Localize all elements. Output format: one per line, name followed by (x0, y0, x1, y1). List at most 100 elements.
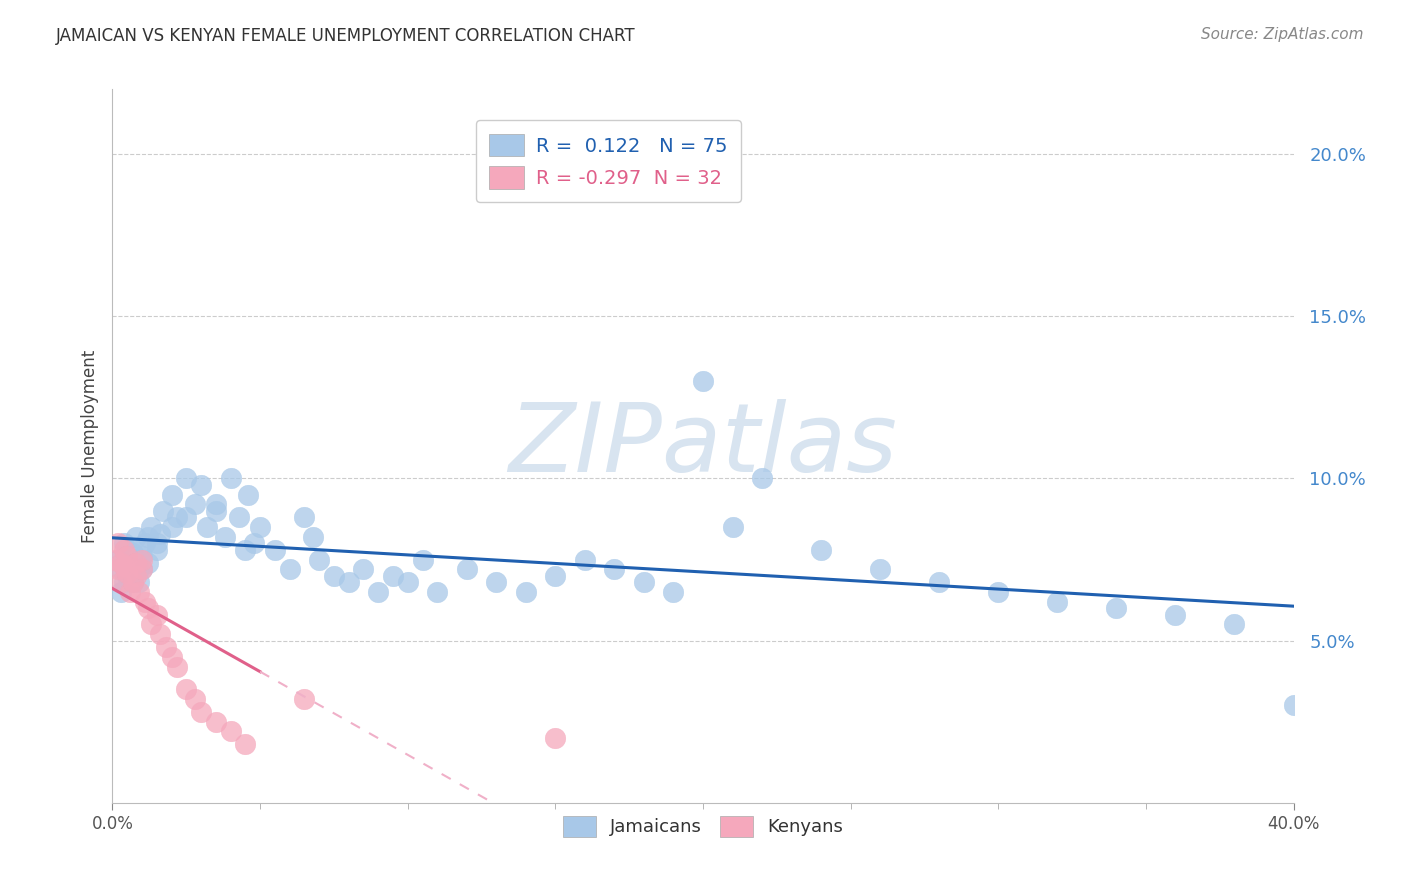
Point (146, 542, 169, 557)
Point (149, 526, 172, 541)
Point (174, 510, 197, 524)
Point (323, 568, 346, 582)
Point (174, 682, 197, 697)
Point (869, 562, 891, 576)
Point (205, 504, 228, 518)
Point (134, 595, 156, 609)
Point (544, 568, 567, 582)
Point (721, 520, 744, 534)
Text: JAMAICAN VS KENYAN FEMALE UNEMPLOYMENT CORRELATION CHART: JAMAICAN VS KENYAN FEMALE UNEMPLOYMENT C… (56, 27, 636, 45)
Point (128, 585, 150, 599)
Point (249, 520, 271, 534)
Point (278, 562, 301, 576)
Point (122, 546, 145, 560)
Point (120, 559, 142, 574)
Point (136, 530, 159, 544)
Point (117, 566, 138, 580)
Point (125, 556, 148, 570)
Point (166, 659, 188, 673)
Point (110, 556, 132, 570)
Point (243, 536, 266, 550)
Text: ZIPatlas: ZIPatlas (509, 400, 897, 492)
Point (190, 705, 212, 719)
Point (292, 510, 315, 524)
Point (987, 585, 1010, 599)
Point (292, 692, 315, 706)
Point (751, 471, 773, 485)
Point (166, 510, 188, 524)
Point (228, 510, 250, 524)
Point (264, 542, 287, 557)
Point (110, 575, 132, 590)
Point (214, 530, 236, 544)
Point (110, 585, 132, 599)
Point (160, 488, 183, 502)
Point (382, 568, 405, 582)
Point (112, 542, 135, 557)
Point (219, 471, 242, 485)
Point (219, 724, 242, 739)
Point (603, 562, 626, 576)
Point (125, 568, 148, 582)
Point (128, 575, 150, 590)
Point (122, 575, 145, 590)
Point (107, 562, 129, 576)
Point (367, 585, 389, 599)
Point (128, 562, 150, 576)
Point (104, 552, 127, 566)
Point (139, 617, 162, 632)
Point (149, 627, 172, 641)
Point (1282, 698, 1305, 713)
Point (125, 530, 148, 544)
Point (131, 562, 153, 576)
Point (117, 549, 138, 564)
Text: Source: ZipAtlas.com: Source: ZipAtlas.com (1201, 27, 1364, 42)
Point (110, 562, 132, 576)
Point (205, 714, 228, 729)
Point (233, 738, 256, 752)
Point (662, 585, 685, 599)
Legend: Jamaicans, Kenyans: Jamaicans, Kenyans (555, 808, 851, 844)
Point (152, 504, 174, 518)
Point (117, 556, 138, 570)
Point (131, 552, 153, 566)
Point (238, 488, 260, 502)
Point (112, 559, 135, 574)
Point (122, 575, 145, 590)
Y-axis label: Female Unemployment: Female Unemployment (80, 350, 98, 542)
Point (233, 542, 256, 557)
Point (456, 562, 478, 576)
Point (131, 562, 153, 576)
Point (302, 530, 325, 544)
Point (117, 568, 138, 582)
Point (195, 520, 218, 534)
Point (1046, 595, 1069, 609)
Point (155, 640, 177, 654)
Point (308, 552, 330, 566)
Point (692, 374, 714, 388)
Point (426, 585, 449, 599)
Point (1223, 617, 1246, 632)
Point (134, 536, 156, 550)
Point (337, 575, 360, 590)
Point (117, 542, 138, 557)
Point (146, 607, 169, 622)
Point (146, 536, 169, 550)
Point (1105, 601, 1128, 615)
Point (160, 649, 183, 664)
Point (122, 568, 145, 582)
Point (411, 552, 433, 566)
Point (174, 471, 197, 485)
Point (352, 562, 374, 576)
Point (396, 575, 419, 590)
Point (184, 692, 207, 706)
Point (190, 478, 212, 492)
Point (160, 520, 183, 534)
Point (184, 497, 207, 511)
Point (107, 552, 129, 566)
Point (1164, 607, 1187, 622)
Point (136, 601, 159, 615)
Point (810, 542, 832, 557)
Point (633, 575, 655, 590)
Point (928, 575, 950, 590)
